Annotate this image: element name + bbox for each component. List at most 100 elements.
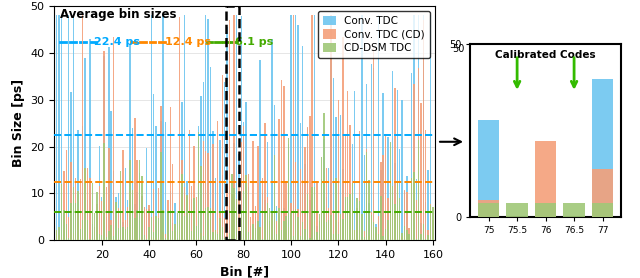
Bar [241, 16, 242, 240]
Bar [58, 15, 60, 240]
Bar [70, 92, 72, 240]
Bar [283, 221, 285, 240]
Bar [337, 222, 339, 240]
Bar [56, 230, 58, 240]
Bar [231, 235, 232, 240]
Bar [415, 200, 417, 240]
Bar [132, 220, 133, 240]
Bar [428, 235, 429, 240]
Bar [165, 238, 166, 240]
Bar [359, 236, 360, 240]
Bar [425, 239, 426, 240]
Bar [380, 170, 381, 240]
Bar [266, 203, 268, 240]
Bar [113, 37, 114, 240]
Bar [207, 19, 209, 240]
Bar [415, 239, 417, 240]
Bar [262, 193, 263, 240]
Bar [132, 190, 133, 240]
Bar [264, 213, 266, 240]
Bar [305, 147, 306, 240]
Bar [245, 102, 246, 240]
Bar [75, 178, 76, 240]
Bar [80, 229, 81, 240]
Bar [406, 230, 408, 240]
Bar [58, 235, 60, 240]
Bar [266, 197, 268, 240]
Bar [276, 206, 277, 240]
Bar [234, 188, 235, 240]
Bar [113, 172, 114, 240]
Bar [257, 146, 259, 240]
Bar [378, 234, 379, 240]
Bar [196, 226, 197, 240]
Bar [281, 80, 282, 240]
Bar [257, 221, 259, 240]
Bar [68, 217, 69, 240]
Bar [224, 82, 225, 240]
Bar [106, 187, 107, 240]
Bar [429, 205, 431, 240]
Bar [184, 15, 185, 240]
Bar [228, 205, 230, 240]
Bar [335, 178, 337, 240]
Bar [179, 223, 180, 240]
Bar [592, 203, 613, 217]
Bar [125, 220, 126, 240]
Bar [401, 236, 403, 240]
Bar [323, 113, 324, 240]
Bar [186, 196, 188, 240]
Bar [250, 217, 252, 240]
Bar [335, 117, 337, 240]
Bar [108, 47, 109, 240]
Bar [344, 217, 346, 240]
Bar [77, 130, 79, 240]
Text: Calibrated Codes: Calibrated Codes [495, 50, 596, 60]
Bar [375, 227, 377, 240]
Bar [404, 191, 405, 240]
Bar [312, 15, 313, 240]
Bar [408, 234, 410, 240]
Bar [326, 222, 327, 240]
Bar [153, 188, 154, 240]
Bar [82, 126, 83, 240]
Bar [170, 191, 171, 240]
Bar [111, 111, 112, 240]
Bar [160, 106, 161, 240]
Bar [340, 214, 341, 240]
Bar [61, 237, 62, 240]
Bar [397, 183, 398, 240]
Bar [167, 211, 169, 240]
Bar [118, 228, 119, 240]
Bar [63, 171, 65, 240]
Bar [227, 187, 228, 240]
Bar [401, 232, 403, 240]
Bar [243, 126, 244, 240]
Bar [146, 148, 147, 240]
Bar [347, 91, 348, 240]
Bar [56, 231, 58, 240]
Bar [295, 209, 296, 240]
Bar [248, 187, 249, 240]
Bar [160, 121, 161, 240]
Bar [399, 217, 401, 240]
Bar [163, 232, 164, 240]
Bar [134, 204, 136, 240]
Bar [108, 148, 109, 240]
Bar [373, 68, 374, 240]
Bar [198, 132, 200, 240]
Bar [72, 187, 74, 240]
Bar [84, 169, 86, 240]
Bar [238, 239, 239, 240]
Bar [390, 142, 391, 240]
Bar [271, 39, 273, 240]
Bar [205, 208, 207, 240]
Bar [255, 227, 256, 240]
Bar [127, 207, 129, 240]
Bar [132, 128, 133, 240]
Bar [212, 143, 214, 240]
Bar [104, 56, 105, 240]
Bar [418, 15, 419, 240]
Bar [321, 208, 323, 240]
Bar [139, 173, 140, 240]
